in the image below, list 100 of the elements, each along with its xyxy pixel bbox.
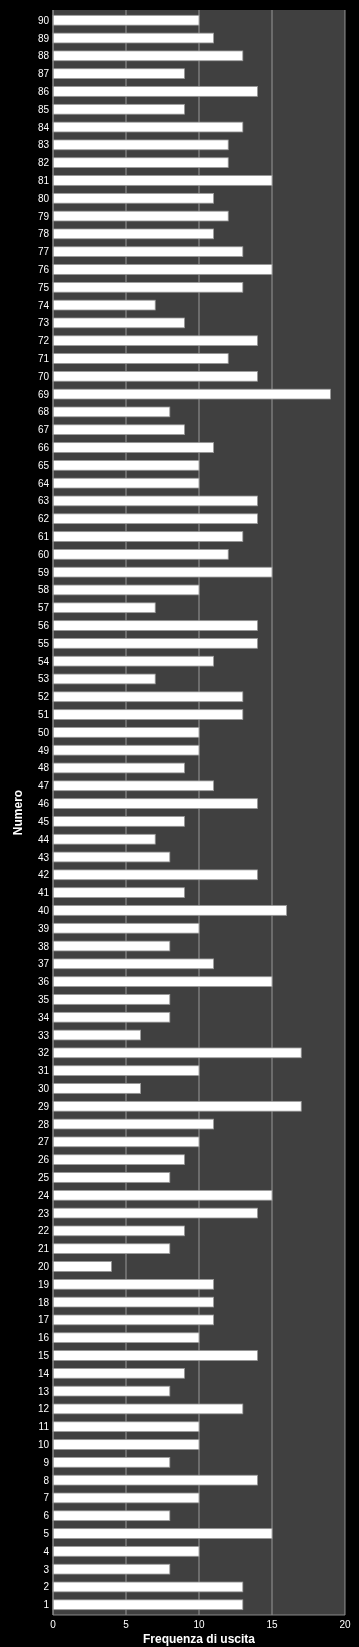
bar: [52, 780, 214, 792]
bar: [52, 1189, 273, 1201]
bar: [52, 477, 200, 489]
bar: [52, 1136, 200, 1148]
bar: [52, 1314, 214, 1326]
bar: [52, 1332, 200, 1343]
bar: [52, 1546, 200, 1557]
x-tick-label: 0: [50, 1619, 57, 1630]
y-tick-label: 20: [37, 1260, 50, 1272]
y-tick-label: 90: [37, 14, 50, 26]
y-tick-label: 86: [37, 85, 50, 97]
bar: [52, 192, 214, 204]
bar: [52, 264, 273, 275]
y-tick-label: 79: [37, 210, 50, 222]
y-tick-label: 38: [37, 940, 50, 952]
bar: [52, 958, 214, 970]
bar: [52, 1243, 171, 1254]
y-tick-label: 83: [37, 139, 50, 151]
y-tick-label: 74: [37, 299, 50, 311]
bar: [52, 816, 185, 827]
y-tick-label: 71: [37, 353, 50, 365]
y-tick-label: 76: [37, 263, 50, 275]
bar: [52, 531, 244, 542]
bar: [52, 994, 171, 1005]
y-tick-label: 65: [37, 459, 50, 471]
y-tick-label: 67: [37, 424, 50, 436]
bar: [52, 1083, 141, 1094]
y-tick-label: 26: [37, 1154, 50, 1166]
bar: [52, 121, 244, 133]
y-tick-label: 84: [37, 121, 50, 133]
y-tick-label: 23: [37, 1207, 50, 1219]
y-tick-label: 85: [37, 103, 50, 115]
y-tick-label: 9: [43, 1456, 50, 1468]
y-tick-label: 22: [37, 1225, 50, 1237]
y-tick-label: 1: [43, 1599, 50, 1611]
bar: [52, 709, 244, 720]
bar: [52, 513, 258, 525]
bar: [52, 602, 156, 614]
bar: [52, 1599, 244, 1611]
bar: [52, 210, 229, 222]
bar: [52, 32, 214, 44]
y-tick-label: 36: [37, 976, 50, 988]
y-tick-label: 51: [37, 709, 50, 721]
x-tick-label: 15: [266, 1619, 278, 1630]
y-tick-label: 5: [43, 1528, 50, 1540]
y-tick-label: 53: [37, 673, 50, 685]
y-tick-label: 31: [37, 1065, 50, 1077]
y-tick-label: 40: [37, 904, 50, 916]
bar: [52, 139, 229, 151]
bar: [52, 1261, 112, 1272]
bar: [52, 1421, 200, 1433]
y-tick-label: 72: [37, 335, 50, 347]
y-tick-label: 75: [37, 281, 50, 293]
bar: [52, 1528, 273, 1539]
y-tick-label: 48: [37, 762, 50, 774]
bar: [52, 371, 258, 382]
y-tick-label: 8: [43, 1474, 50, 1486]
y-tick-label: 33: [37, 1029, 50, 1041]
y-tick-label: 11: [38, 1421, 50, 1433]
y-tick-label: 55: [37, 637, 50, 649]
y-tick-label: 80: [37, 192, 50, 204]
bar: [52, 1457, 171, 1468]
bar: [52, 584, 200, 596]
bar: [52, 1510, 171, 1522]
bar: [52, 833, 156, 845]
bar: [52, 317, 185, 329]
bar: [52, 1581, 244, 1593]
y-tick-label: 6: [43, 1510, 50, 1522]
y-tick-label: 52: [37, 691, 50, 703]
bar: [52, 68, 185, 79]
y-tick-label: 16: [37, 1332, 50, 1344]
bar: [52, 1207, 258, 1219]
y-tick-label: 28: [37, 1118, 50, 1130]
bar: [52, 1065, 200, 1076]
y-tick-label: 81: [37, 174, 50, 186]
x-axis-title: Frequenza di uscita: [142, 1632, 256, 1646]
bar: [52, 86, 258, 97]
y-tick-label: 78: [37, 228, 50, 240]
y-tick-label: 7: [43, 1492, 50, 1504]
bar: [52, 922, 200, 934]
bar: [52, 1047, 302, 1059]
bar: [52, 1279, 214, 1290]
bar: [52, 1296, 214, 1308]
bar: [52, 1492, 200, 1504]
y-tick-label: 63: [37, 495, 50, 507]
x-tick-label: 5: [123, 1619, 130, 1630]
y-tick-label: 50: [37, 726, 50, 738]
bar: [52, 1029, 141, 1041]
bar: [52, 1385, 171, 1397]
bar: [52, 744, 200, 756]
bar: [52, 549, 229, 560]
bar: [52, 638, 258, 649]
y-tick-label: 47: [37, 780, 50, 792]
bar: [52, 246, 244, 257]
y-tick-label: 62: [37, 513, 50, 525]
y-tick-label: 44: [37, 833, 50, 845]
y-tick-label: 17: [37, 1314, 50, 1326]
bar: [52, 424, 185, 436]
y-tick-label: 37: [37, 958, 50, 970]
bar: [52, 1154, 185, 1165]
